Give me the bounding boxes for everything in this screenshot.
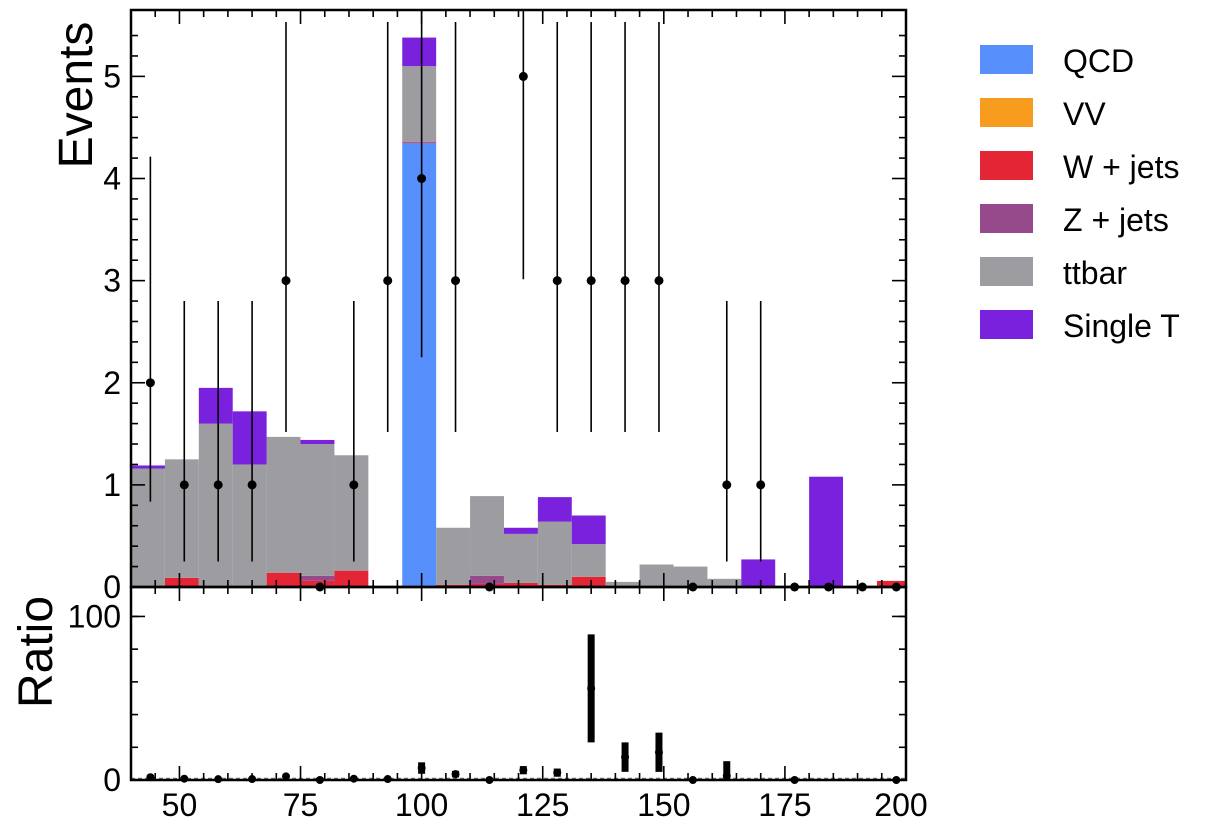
bar-w-jets-bin-4 [266,572,301,587]
data-point-1 [179,480,189,490]
bar-qcd-bin-8 [402,142,437,588]
ratio-point-15 [654,748,663,757]
data-point-0 [145,378,155,388]
bar-single-t-bin-13 [571,515,606,545]
bar-single-t-bin-12 [537,497,572,522]
legend-label-w-jets: W + jets [1063,149,1179,185]
ratio-y-tick-label: 100 [68,598,121,634]
legend-swatch-qcd [980,45,1033,74]
bar-ttbar-bin-16 [673,566,708,587]
bar-ttbar-bin-14 [605,581,640,587]
legend-label-single-t: Single T [1063,308,1180,344]
bar-single-t-bin-8 [402,37,437,67]
data-point-11 [518,71,528,81]
x-tick-label: 75 [283,787,319,823]
data-point-9 [451,276,461,286]
data-point-3 [247,480,257,490]
bar-single-t-bin-11 [503,527,538,534]
legend-swatch-single-t [980,310,1033,339]
bar-ttbar-bin-4 [266,436,301,573]
ratio-point-1 [180,774,189,783]
ratio-panel-frame [129,585,908,782]
x-tick-label: 125 [516,787,569,823]
legend-swatch-ttbar [980,257,1033,286]
data-point-13 [586,276,596,286]
data-point-2 [213,480,223,490]
bar-single-t-bin-18 [741,559,776,587]
x-tick-label: 175 [758,787,811,823]
ratio-point-4 [282,772,290,781]
axis-ticks [131,10,907,781]
bar-ttbar-bin-11 [503,533,538,583]
bar-w-jets-bin-22 [876,580,906,587]
bar-w-jets-bin-13 [571,576,606,587]
legend-label-qcd: QCD [1063,43,1134,79]
ratio-y-tick-label: 0 [103,762,121,798]
bar-ttbar-bin-6 [334,455,369,571]
ratio-y-axis-title: Ratio [10,596,63,708]
x-tick-label: 200 [874,787,927,823]
main-y-tick-label: 2 [103,365,121,401]
data-point-6 [349,480,359,490]
ratio-point-13 [587,684,596,693]
bar-single-t-bin-0 [131,465,165,469]
main-stacked-bars [131,37,906,588]
bar-ttbar-bin-13 [571,544,606,577]
ratio-point-11 [519,766,528,775]
data-point-15 [654,276,664,286]
main-y-axis-title: Events [50,22,103,169]
x-tick-label: 50 [162,787,198,823]
bar-w-jets-bin-11 [503,582,538,587]
legend-label-ttbar: ttbar [1063,255,1127,291]
ratio-point-6 [349,774,358,783]
main-y-tick-label: 1 [103,467,121,503]
data-point-8 [417,174,427,184]
data-point-18 [756,480,766,490]
bar-ttbar-bin-1 [164,459,199,578]
bar-ttbar-bin-8 [402,66,437,142]
bar-ttbar-bin-9 [436,527,471,585]
data-point-7 [383,276,393,286]
bar-ttbar-bin-0 [131,468,165,587]
bar-w-jets-bin-6 [334,570,369,587]
ratio-point-9 [451,770,460,779]
bar-ttbar-bin-12 [537,521,572,585]
bar-single-t-bin-3 [232,411,267,465]
data-point-14 [620,276,630,286]
bar-z-jets-bin-5 [300,575,335,581]
bar-single-t-bin-20 [809,476,844,587]
legend-label-vv: VV [1063,96,1106,132]
main-data-points [145,10,901,592]
bar-ttbar-bin-2 [198,423,233,587]
main-y-tick-label: 3 [103,263,121,299]
legend-swatch-w-jets [980,151,1033,180]
bar-single-t-bin-5 [300,439,335,445]
legend: QCD VV W + jets Z + jets ttbar Single T [980,43,1180,344]
data-point-4 [281,276,291,286]
data-point-12 [552,276,562,286]
bar-w-jets-bin-1 [164,577,199,587]
legend-label-z-jets: Z + jets [1063,202,1169,238]
bar-z-jets-bin-10 [470,575,504,584]
ratio-point-14 [621,753,630,762]
bar-single-t-bin-2 [198,387,233,424]
legend-swatch-vv [980,98,1033,127]
bar-ttbar-bin-17 [707,578,742,587]
legend-swatch-z-jets [980,204,1033,233]
ratio-point-17 [722,771,731,780]
main-y-tick-label: 0 [103,569,121,605]
data-point-17 [722,480,732,490]
main-y-tick-label: 4 [103,161,121,197]
main-y-tick-label: 5 [103,58,121,94]
x-tick-label: 100 [395,787,448,823]
ratio-points [131,634,906,784]
bar-ttbar-bin-10 [470,496,504,576]
bar-ttbar-bin-5 [300,444,335,576]
ratio-point-12 [553,768,562,777]
bar-w-jets-bin-8 [402,141,437,143]
x-tick-label: 150 [637,787,690,823]
bar-ttbar-bin-15 [639,564,674,587]
